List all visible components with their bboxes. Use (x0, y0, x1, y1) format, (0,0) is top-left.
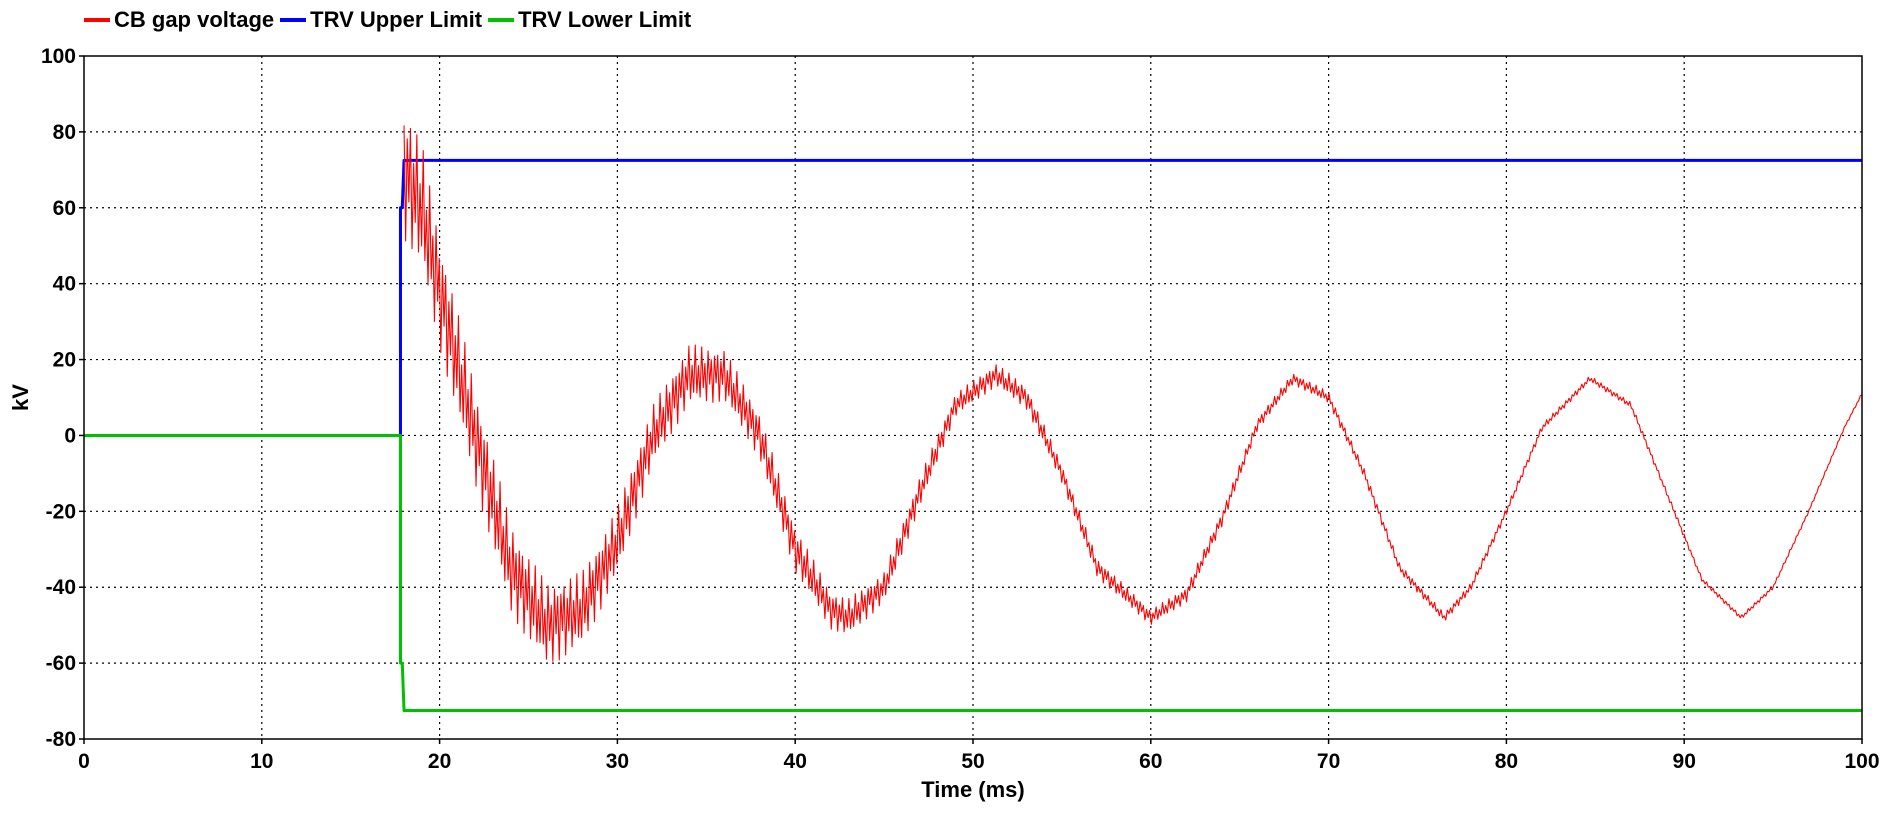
y-axis-title: kV (8, 384, 33, 411)
x-tick-label: 20 (428, 750, 451, 773)
legend-swatch-blue (280, 18, 307, 22)
x-tick-label: 10 (250, 750, 273, 773)
x-tick-label: 100 (1844, 750, 1879, 773)
series-line-cb-gap-voltage (403, 125, 1863, 662)
x-tick-label: 30 (606, 750, 629, 773)
y-tick-label: 0 (64, 424, 76, 447)
y-tick-label: -40 (46, 576, 76, 599)
grid (84, 56, 1862, 739)
axis-ticks: 0 10 20 30 40 50 60 70 80 90 100 100 80 60 40 20 0 -20 -40… (41, 45, 1880, 773)
x-tick-label: 0 (78, 750, 90, 773)
y-tick-label: 100 (41, 45, 76, 68)
y-tick-label: -80 (46, 728, 76, 751)
x-tick-label: 80 (1495, 750, 1518, 773)
y-tick-label: 60 (53, 197, 76, 220)
legend-label: CB gap voltage (114, 7, 275, 32)
y-tick-label: 20 (53, 349, 76, 372)
legend-label: TRV Lower Limit (518, 7, 692, 32)
legend-swatch-red (84, 18, 110, 22)
x-tick-label: 50 (961, 750, 984, 773)
legend-swatch-green (488, 18, 515, 22)
series-line-trv-lower-limit (84, 433, 1862, 713)
x-tick-label: 40 (784, 750, 807, 773)
chart-legend: CB gap voltage TRV Upper Limit TRV Lower… (84, 7, 697, 33)
y-tick-label: 80 (53, 121, 76, 144)
x-tick-label: 90 (1673, 750, 1696, 773)
y-tick-label: -20 (46, 500, 76, 523)
y-tick-label: 40 (53, 273, 76, 296)
x-tick-label: 60 (1139, 750, 1162, 773)
legend-label: TRV Upper Limit (310, 7, 483, 32)
y-tick-label: -60 (46, 652, 76, 675)
x-tick-label: 70 (1317, 750, 1340, 773)
legend-item-cb-gap-voltage[interactable]: CB gap voltage (84, 7, 274, 33)
legend-item-trv-upper-limit[interactable]: TRV Upper Limit (280, 7, 482, 33)
x-axis-title: Time (ms) (921, 777, 1025, 802)
legend-item-trv-lower-limit[interactable]: TRV Lower Limit (488, 7, 691, 33)
plot-series (84, 125, 1863, 713)
